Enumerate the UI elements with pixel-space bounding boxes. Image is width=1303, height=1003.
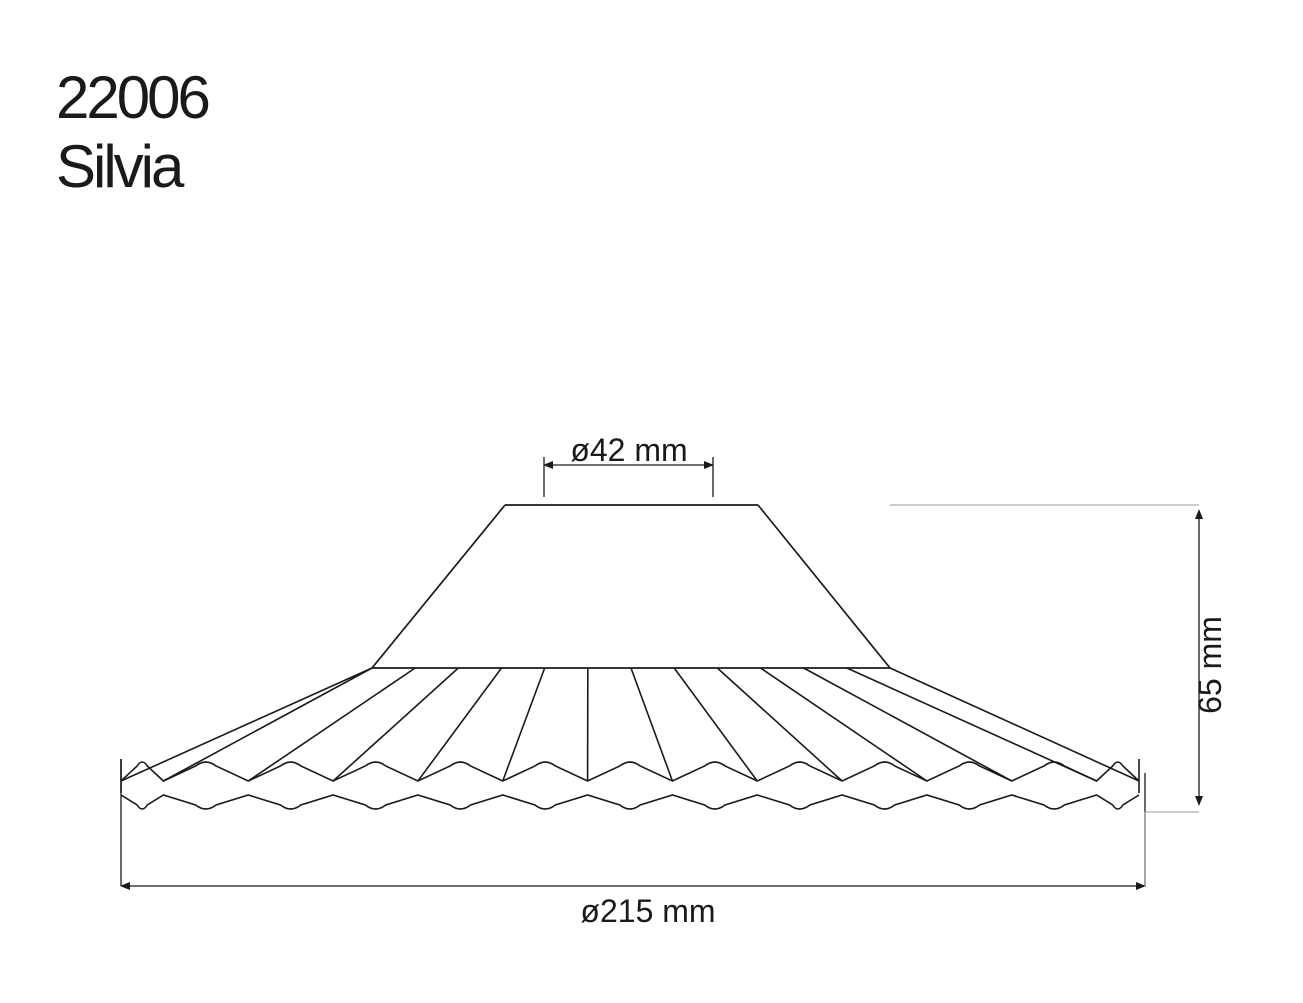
svg-text:65 mm: 65 mm: [1192, 616, 1228, 714]
svg-text:ø215 mm: ø215 mm: [580, 893, 715, 929]
svg-text:ø42 mm: ø42 mm: [570, 432, 687, 468]
